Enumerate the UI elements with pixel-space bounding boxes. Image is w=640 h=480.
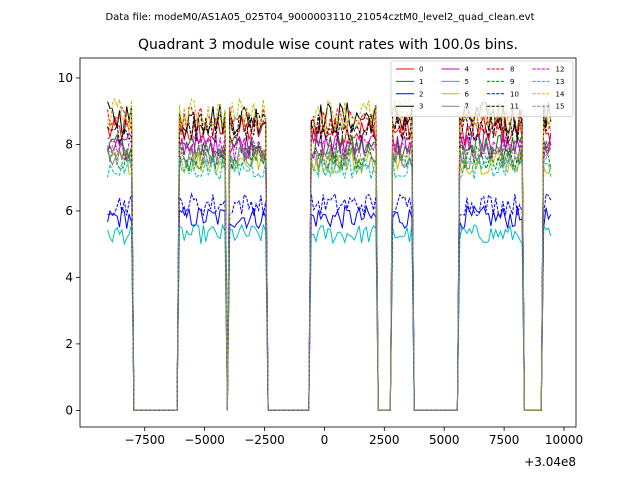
legend-label-11: 11	[510, 103, 519, 111]
legend-label-7: 7	[465, 103, 469, 111]
series-line-14	[107, 97, 552, 411]
legend-label-6: 6	[465, 90, 470, 98]
legend-label-9: 9	[510, 78, 514, 86]
series-line-13	[107, 154, 552, 411]
legend-label-15: 15	[556, 103, 565, 111]
x-tick-label: −7500	[124, 433, 165, 447]
legend-label-0: 0	[419, 66, 423, 74]
legend-label-13: 13	[556, 78, 565, 86]
series-line-9	[107, 143, 552, 411]
x-tick-label: 2500	[369, 433, 400, 447]
legend-label-5: 5	[465, 78, 469, 86]
series-line-10	[107, 192, 552, 411]
x-tick-label: 5000	[429, 433, 460, 447]
y-tick-label: 10	[58, 71, 73, 85]
series-line-12	[107, 133, 552, 411]
legend-label-4: 4	[465, 66, 470, 74]
y-tick-label: 8	[65, 137, 73, 151]
x-tick-label: −5000	[184, 433, 225, 447]
x-axis: −7500 −5000 −2500 0 2500 5000 7500 10000	[124, 427, 583, 447]
legend-label-14: 14	[556, 90, 565, 98]
legend-box	[390, 60, 574, 117]
series-line-15	[107, 142, 552, 411]
legend-label-3: 3	[419, 103, 423, 111]
series-line-1	[107, 132, 552, 411]
legend-label-1: 1	[419, 78, 423, 86]
y-tick-label: 2	[65, 337, 73, 351]
plot-frame	[79, 57, 577, 428]
series-line-2	[107, 204, 552, 411]
y-axis: 0 2 4 6 8 10	[58, 71, 80, 417]
series-line-4	[107, 130, 552, 411]
chart-title: Quadrant 3 module wise count rates with …	[138, 37, 518, 53]
data-file-suptitle: Data file: modeM0/AS1A05_025T04_90000031…	[105, 12, 534, 23]
series-line-6	[107, 148, 552, 411]
legend-label-8: 8	[510, 66, 514, 74]
x-tick-label: 0	[321, 433, 329, 447]
x-tick-label: 10000	[545, 433, 583, 447]
y-tick-label: 0	[65, 403, 73, 417]
series-layer	[107, 97, 552, 411]
series-line-5	[107, 223, 552, 411]
x-tick-label: −2500	[244, 433, 285, 447]
legend-label-10: 10	[510, 90, 519, 98]
x-tick-label: 7500	[489, 433, 520, 447]
x-offset-label: +3.04e8	[524, 455, 576, 469]
series-line-7	[107, 144, 552, 411]
y-tick-label: 4	[65, 270, 73, 284]
legend-label-2: 2	[419, 90, 423, 98]
legend-label-12: 12	[556, 66, 565, 74]
y-tick-label: 6	[65, 204, 73, 218]
